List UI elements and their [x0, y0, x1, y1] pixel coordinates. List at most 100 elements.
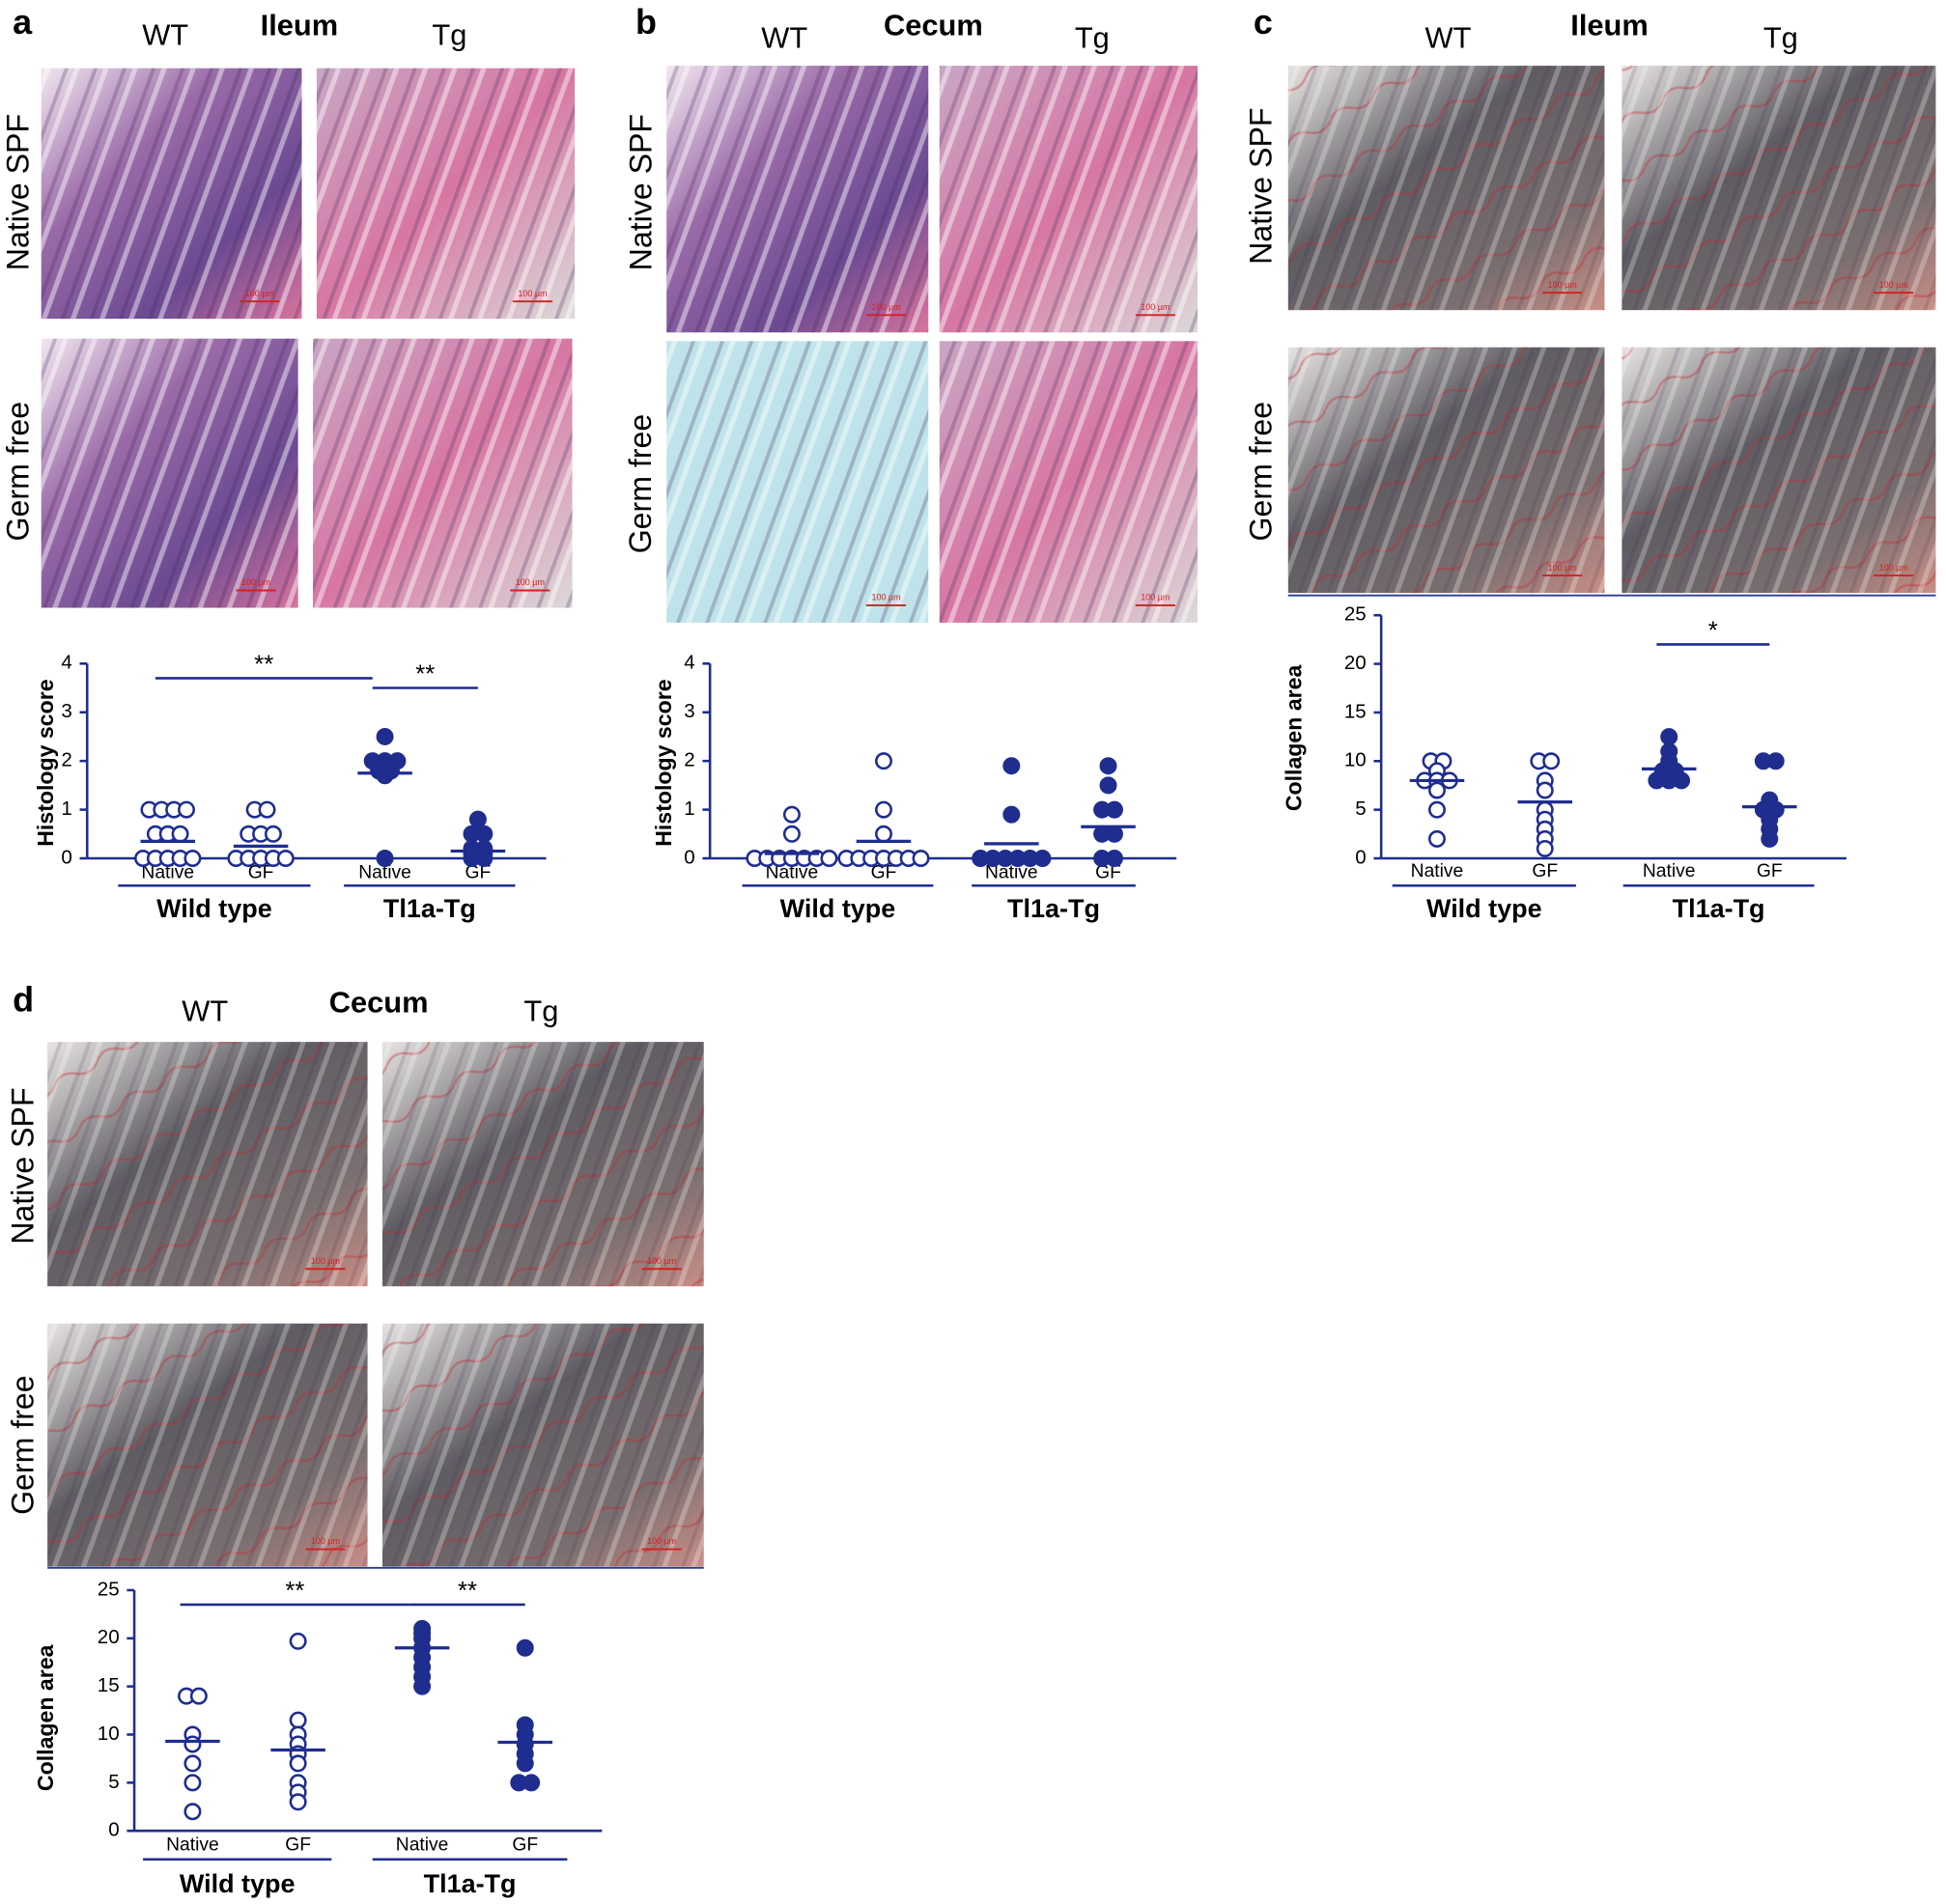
x-tick-label: Native — [166, 1835, 219, 1856]
data-point — [1002, 805, 1021, 824]
group-label: Wild type — [156, 894, 272, 923]
x-tick-label: GF — [465, 863, 492, 883]
tissue-title: Ileum — [261, 8, 339, 42]
data-point — [183, 1774, 202, 1792]
scale-bar-label: 100 µm — [647, 1536, 676, 1546]
column-label: WT — [142, 18, 188, 52]
data-point — [1536, 781, 1554, 799]
data-point — [376, 850, 394, 867]
row-label: Native SPF — [0, 114, 35, 270]
y-tick-label: 0 — [684, 846, 694, 868]
data-point — [1105, 825, 1123, 843]
scale-bar-label: 100 µm — [871, 302, 900, 312]
scale-bar-label: 100 µm — [516, 577, 545, 587]
data-point — [183, 850, 202, 867]
data-point — [516, 1638, 534, 1657]
histology-texture — [666, 341, 929, 623]
tissue-title: Cecum — [884, 8, 983, 42]
scale-bar-label: 100 µm — [311, 1536, 340, 1546]
histology-texture — [939, 66, 1199, 333]
histology-texture — [313, 338, 573, 608]
data-point — [1427, 800, 1446, 819]
data-point — [475, 825, 494, 843]
tissue-title: Ileum — [1570, 8, 1649, 42]
histology-texture — [666, 66, 929, 333]
y-tick-label: 10 — [1344, 749, 1367, 771]
data-point — [258, 800, 276, 819]
data-point — [276, 850, 295, 867]
histology-texture — [381, 1323, 704, 1567]
data-point — [1105, 850, 1123, 867]
histology-texture — [41, 68, 302, 320]
panel-label: b — [635, 2, 657, 42]
data-point — [289, 1754, 307, 1773]
x-tick-label: GF — [1095, 863, 1121, 883]
y-tick-label: 2 — [61, 749, 71, 771]
panel-label: d — [13, 980, 34, 1020]
x-tick-label: GF — [1532, 861, 1558, 882]
row-label: Germ free — [1244, 402, 1279, 542]
y-axis-label: Collagen area — [33, 1644, 58, 1791]
y-tick-label: 25 — [98, 1578, 120, 1600]
group-label: Wild type — [780, 894, 896, 923]
histology-texture — [939, 341, 1199, 623]
y-tick-label: 5 — [108, 1771, 119, 1793]
x-tick-label: GF — [512, 1835, 538, 1856]
y-tick-label: 4 — [684, 652, 694, 674]
data-point — [782, 825, 801, 843]
data-point — [782, 805, 801, 824]
histology-texture — [41, 338, 298, 608]
column-label: Tg — [1075, 20, 1110, 54]
data-point — [1673, 771, 1691, 790]
column-label: WT — [761, 20, 807, 54]
data-point — [289, 1793, 307, 1811]
data-point — [820, 850, 838, 867]
data-point — [376, 727, 394, 745]
y-axis-label: Histology score — [651, 679, 676, 847]
x-tick-label: Native — [1411, 861, 1464, 882]
column-label: Tg — [523, 994, 558, 1028]
x-tick-label: GF — [285, 1835, 311, 1856]
data-point — [1766, 752, 1785, 770]
significance-label: ** — [254, 651, 273, 678]
row-label: Native SPF — [623, 114, 658, 270]
x-tick-label: Native — [1643, 861, 1696, 882]
x-tick-label: GF — [248, 863, 274, 883]
data-point — [1002, 757, 1021, 775]
row-label: Native SPF — [5, 1087, 40, 1244]
scale-bar-label: 100 µm — [1879, 563, 1908, 573]
row-label: Native SPF — [1244, 108, 1279, 265]
histology-texture — [381, 1042, 704, 1287]
data-point — [178, 800, 195, 819]
y-tick-label: 0 — [1355, 846, 1366, 868]
x-tick-label: Native — [358, 863, 411, 883]
data-point — [189, 1687, 208, 1705]
group-label: Wild type — [180, 1869, 296, 1898]
column-label: Tg — [432, 18, 466, 52]
x-tick-label: GF — [1757, 861, 1783, 882]
column-label: Tg — [1763, 20, 1798, 54]
data-point — [1427, 781, 1446, 799]
group-label: Tl1a-Tg — [383, 894, 476, 923]
data-point — [183, 1803, 202, 1821]
data-point — [516, 1754, 534, 1773]
y-tick-label: 4 — [61, 652, 71, 674]
data-point — [289, 1711, 307, 1729]
scale-bar-label: 100 µm — [245, 289, 274, 298]
column-label: WT — [1425, 20, 1472, 54]
data-point — [522, 1774, 541, 1792]
histology-texture — [47, 1042, 368, 1287]
y-axis-label: Histology score — [33, 679, 58, 847]
data-point — [1099, 776, 1117, 795]
data-point — [289, 1632, 307, 1650]
data-point — [875, 825, 892, 843]
data-point — [1660, 728, 1678, 746]
data-point — [875, 752, 892, 770]
data-point — [264, 825, 282, 843]
row-label: Germ free — [623, 414, 658, 554]
data-point — [1033, 850, 1052, 867]
y-tick-label: 5 — [1355, 798, 1366, 820]
data-point — [468, 810, 487, 828]
y-tick-label: 25 — [1344, 603, 1367, 626]
x-tick-label: Native — [766, 863, 819, 883]
